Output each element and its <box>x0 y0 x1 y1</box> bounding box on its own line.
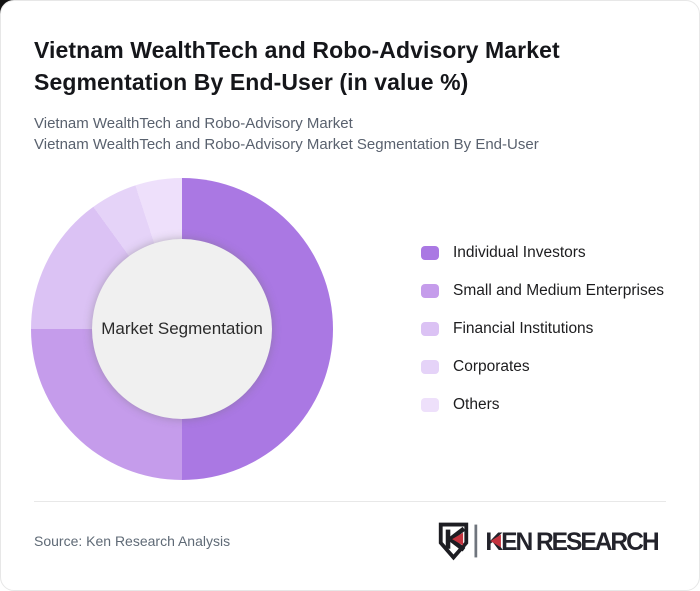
footer: Source: Ken Research Analysis KEN RESEAR… <box>34 502 666 580</box>
legend-swatch <box>421 398 439 412</box>
ken-research-logo: KEN RESEARCH <box>438 522 661 561</box>
donut-center: Market Segmentation <box>92 239 272 419</box>
legend-item: Individual Investors <box>421 234 664 272</box>
legend-item: Financial Institutions <box>421 310 664 348</box>
donut-chart: Market Segmentation <box>31 178 333 480</box>
legend-item: Others <box>421 386 664 424</box>
subtitle-line-1: Vietnam WealthTech and Robo-Advisory Mar… <box>34 115 353 132</box>
subtitle-block: Vietnam WealthTech and Robo-Advisory Mar… <box>34 113 666 155</box>
legend-label: Corporates <box>453 358 530 375</box>
legend-label: Individual Investors <box>453 244 586 261</box>
donut-center-label: Market Segmentation <box>101 319 263 338</box>
legend-label: Small and Medium Enterprises <box>453 282 665 299</box>
logo-separator <box>474 524 478 558</box>
logo-k-arrow-icon <box>490 534 501 548</box>
source-note: Source: Ken Research Analysis <box>34 533 231 549</box>
header: Vietnam WealthTech and Robo-Advisory Mar… <box>34 1 666 155</box>
logo-wordmark: KEN RESEARCH <box>485 529 661 556</box>
subtitle-line-2: Vietnam WealthTech and Robo-Advisory Mar… <box>34 136 539 153</box>
legend-item: Corporates <box>421 348 664 386</box>
footer-divider <box>34 501 666 502</box>
chart-area: Market Segmentation Individual Investors… <box>31 178 666 480</box>
legend-swatch <box>421 360 439 374</box>
legend-item: Small and Medium Enterprises <box>421 272 664 310</box>
chart-legend: Individual Investors Small and Medium En… <box>421 234 664 424</box>
legend-label: Others <box>453 396 500 413</box>
legend-label: Financial Institutions <box>453 320 594 337</box>
legend-swatch <box>421 284 439 298</box>
legend-swatch <box>421 246 439 260</box>
legend-swatch <box>421 322 439 336</box>
shield-icon <box>438 522 469 561</box>
page-title: Vietnam WealthTech and Robo-Advisory Mar… <box>34 37 560 95</box>
